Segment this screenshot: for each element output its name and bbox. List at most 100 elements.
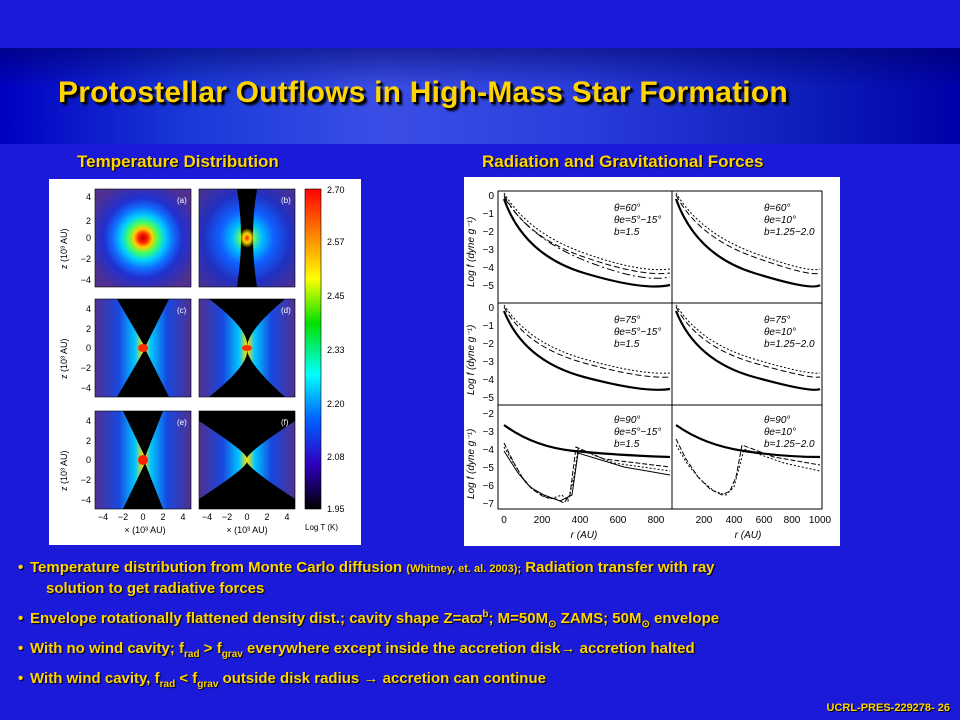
bullet-item: Envelope rotationally flattened density …: [18, 609, 938, 630]
temperature-plot: (a) (b) (c) (d) (e) (f) 4 2 0 −2 −4 4 2 …: [59, 185, 345, 535]
y-axis-label: z (10³ AU): [59, 228, 69, 269]
x-tick: 800: [784, 515, 801, 526]
y-tick: −4: [483, 263, 495, 274]
y-tick: −3: [483, 245, 495, 256]
legend-line: θe=10°: [764, 215, 796, 226]
forces-figure: θ=60° θe=5°−15° b=1.5 θ=60° θe=10° b=1.2…: [464, 177, 840, 546]
colorbar-tick: 2.57: [327, 237, 345, 247]
y-tick: −2: [81, 475, 91, 485]
y-axis-label: z (10³ AU): [59, 338, 69, 379]
y-tick: 0: [86, 233, 91, 243]
bullet-list: Temperature distribution from Monte Carl…: [18, 558, 938, 699]
panel-f: [198, 410, 296, 510]
temperature-caption: Temperature Distribution: [77, 152, 279, 171]
y-tick: −6: [483, 481, 495, 492]
x-tick: 600: [610, 515, 627, 526]
bullet-text: accretion halted: [575, 640, 695, 657]
legend-line: θe=5°−15°: [614, 215, 661, 226]
y-tick: −5: [483, 281, 495, 292]
x-axis-label: r (AU): [735, 530, 762, 541]
force-panel: [671, 190, 823, 304]
y-tick: 2: [86, 216, 91, 226]
bullet-text: Temperature distribution from Monte Carl…: [30, 559, 407, 576]
legend-line: θ=75°: [614, 315, 640, 326]
x-axis-label: r (AU): [571, 530, 598, 541]
subscript: rad: [184, 649, 200, 660]
x-tick: 4: [180, 512, 185, 522]
panel-c: [94, 298, 192, 398]
panel-a: [94, 188, 192, 288]
curves-row1: [502, 192, 821, 288]
y-tick: −5: [483, 463, 495, 474]
x-tick: 2: [264, 512, 269, 522]
y-tick: 4: [86, 192, 91, 202]
panel-label: (a): [177, 196, 187, 205]
bullet-text: Radiation transfer with ray: [521, 559, 715, 576]
bullet-text: With no wind cavity; f: [30, 640, 185, 657]
legend-line: b=1.5: [614, 227, 640, 238]
varpi-symbol: ϖ: [469, 610, 483, 627]
x-axis-label: × (10³ AU): [226, 525, 267, 535]
x-tick: −2: [118, 512, 128, 522]
x-tick: 800: [648, 515, 665, 526]
x-axis-label: × (10³ AU): [124, 525, 165, 535]
y-tick: −4: [483, 445, 495, 456]
legend-line: θe=10°: [764, 327, 796, 338]
legend-line: b=1.5: [614, 439, 640, 450]
y-axis-label: Log f (dyne g⁻¹): [466, 429, 477, 499]
colorbar-tick: 2.20: [327, 399, 345, 409]
x-tick: −4: [202, 512, 212, 522]
bullet-text: ; M=50M: [488, 610, 549, 627]
sun-symbol: ⊙: [548, 619, 557, 630]
x-tick: 200: [534, 515, 551, 526]
title-band: [0, 48, 960, 144]
y-tick: 2: [86, 324, 91, 334]
y-tick: −2: [483, 339, 495, 350]
y-tick: 4: [86, 304, 91, 314]
y-tick: 0: [86, 455, 91, 465]
bullet-text: envelope: [649, 610, 720, 627]
legend-line: θ=60°: [614, 203, 640, 214]
y-tick: −3: [483, 357, 495, 368]
colorbar-label: Log T (K): [305, 523, 338, 532]
y-tick: 4: [86, 416, 91, 426]
y-tick: −3: [483, 427, 495, 438]
y-axis-label: z (10³ AU): [59, 450, 69, 491]
colorbar-tick: 2.70: [327, 185, 345, 195]
y-tick: −1: [483, 209, 495, 220]
subscript: grav: [221, 649, 243, 660]
force-panel: [671, 302, 823, 406]
legend-line: θe=5°−15°: [614, 327, 661, 338]
bullet-item: Temperature distribution from Monte Carl…: [18, 558, 938, 598]
x-tick: 0: [140, 512, 145, 522]
y-tick: 0: [86, 343, 91, 353]
panel-label: (d): [281, 306, 291, 315]
legend-line: b=1.25−2.0: [764, 339, 815, 350]
y-tick: −7: [483, 499, 495, 510]
y-tick: −4: [81, 383, 91, 393]
bullet-text: accretion can continue: [378, 670, 546, 687]
bullet-item: With no wind cavity; frad > fgrav everyw…: [18, 639, 938, 660]
y-tick: −2: [483, 409, 495, 420]
panel-d: [198, 298, 296, 398]
panel-label: (c): [177, 306, 187, 315]
forces-caption: Radiation and Gravitational Forces: [482, 152, 764, 171]
y-tick: −4: [81, 495, 91, 505]
bullet-text: < f: [175, 670, 198, 687]
slide-footer: UCRL-PRES-229278- 26: [826, 702, 951, 714]
legend-line: b=1.5: [614, 339, 640, 350]
panel-label: (f): [281, 418, 289, 427]
panel-label: (e): [177, 418, 187, 427]
colorbar-tick: 2.08: [327, 452, 345, 462]
legend-line: θ=60°: [764, 203, 790, 214]
x-tick: 200: [696, 515, 713, 526]
y-tick: −2: [81, 363, 91, 373]
y-tick: −4: [81, 275, 91, 285]
bullet-continuation: solution to get radiative forces: [46, 580, 265, 597]
forces-plot: θ=60° θe=5°−15° b=1.5 θ=60° θe=10° b=1.2…: [466, 190, 832, 541]
colorbar: [304, 188, 322, 510]
x-tick: 400: [726, 515, 743, 526]
colorbar-tick: 1.95: [327, 504, 345, 514]
citation: (Whitney, et. al. 2003);: [406, 563, 522, 575]
bullet-item: With wind cavity, frad < fgrav outside d…: [18, 669, 938, 690]
